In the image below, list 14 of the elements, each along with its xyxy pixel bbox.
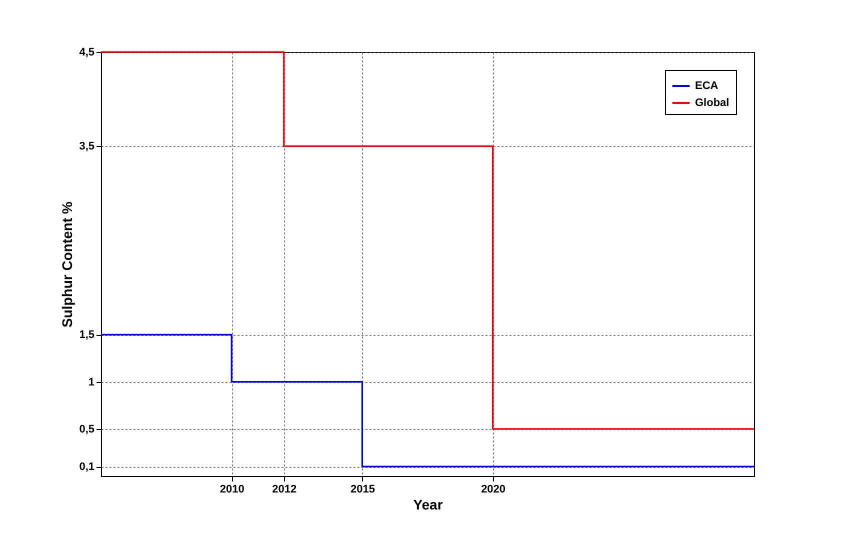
legend-label: Global	[695, 97, 730, 109]
x-tick-label: 2012	[272, 484, 297, 496]
x-tick-label: 2015	[350, 484, 375, 496]
y-tick-label: 3,5	[79, 140, 94, 153]
y-tick-label: 0,1	[79, 461, 94, 474]
y-tick-label: 1,5	[79, 329, 94, 342]
y-tick-label: 4,5	[79, 46, 94, 58]
y-tick-label: 0,5	[79, 423, 94, 436]
x-tick-label: 2010	[220, 484, 244, 496]
x-axis-title: Year	[413, 496, 444, 512]
y-tick-label: 1	[88, 376, 94, 388]
y-axis-title: Sulphur Content %	[59, 200, 76, 328]
legend-label: ECA	[695, 80, 718, 92]
x-tick-label: 2020	[481, 484, 506, 496]
